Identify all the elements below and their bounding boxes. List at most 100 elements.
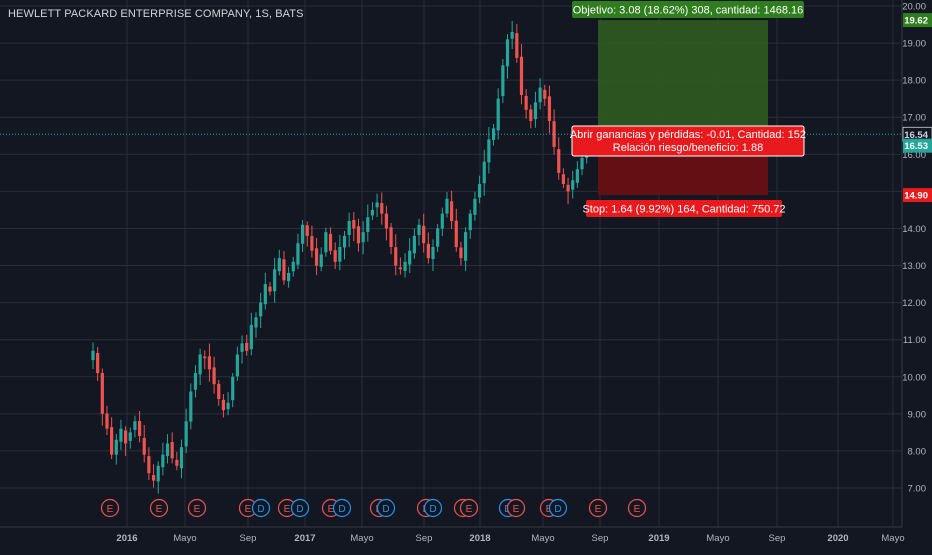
x-tick-label: Mayo xyxy=(706,533,729,544)
earnings-marker[interactable] xyxy=(187,498,207,518)
candle-body xyxy=(361,232,365,243)
candle-body xyxy=(319,254,323,267)
candle-body xyxy=(477,183,482,198)
candle-body xyxy=(240,343,244,352)
candle-body xyxy=(422,225,426,244)
dividend-marker[interactable] xyxy=(548,498,568,518)
profit-zone[interactable] xyxy=(598,20,768,135)
candle-body xyxy=(366,217,370,232)
candle-body xyxy=(287,272,291,282)
y-tick-label: 9.00 xyxy=(908,409,927,420)
y-tick-label: 8.00 xyxy=(908,446,927,457)
event-marker-label: D xyxy=(382,504,389,515)
candle-body xyxy=(482,161,486,184)
candle-body xyxy=(165,443,170,457)
price-label: 16.53 xyxy=(904,141,928,152)
candle-body xyxy=(193,373,198,390)
candle-body xyxy=(431,247,435,259)
candle-body xyxy=(496,98,500,131)
candle-body xyxy=(547,96,552,121)
candle-body xyxy=(436,228,440,247)
chart-title: HEWLETT PACKARD ENTERPRISE COMPANY, 1S, … xyxy=(8,8,304,20)
dividend-marker[interactable] xyxy=(332,498,352,518)
candle-body xyxy=(175,459,179,466)
candle-body xyxy=(184,421,188,447)
event-marker-label: E xyxy=(245,504,252,515)
price-label: 16.54 xyxy=(904,130,928,141)
earnings-marker[interactable] xyxy=(149,498,169,518)
candle-body xyxy=(575,169,579,183)
candle-body xyxy=(561,174,565,184)
candle-body xyxy=(277,258,281,272)
candle-body xyxy=(501,65,505,97)
y-tick-label: 16.00 xyxy=(902,150,926,161)
candle-body xyxy=(356,226,361,244)
candle-body xyxy=(273,269,277,292)
candle-body xyxy=(324,232,328,253)
objective-label-box[interactable] xyxy=(572,1,804,18)
candle-body xyxy=(147,456,151,474)
candle-body xyxy=(394,247,398,266)
y-tick-label: 10.00 xyxy=(902,372,926,383)
candle-body xyxy=(524,95,528,110)
event-marker-label: E xyxy=(595,504,602,515)
candle-body xyxy=(450,201,454,222)
candle-body xyxy=(566,184,570,192)
candle-body xyxy=(268,286,272,292)
x-tick-label: Mayo xyxy=(531,533,554,544)
dividend-marker[interactable] xyxy=(376,498,396,518)
candle-body xyxy=(226,402,230,410)
candle-body xyxy=(291,261,295,272)
event-marker-label: E xyxy=(107,504,114,515)
event-marker-label: D xyxy=(429,504,436,515)
candle-body xyxy=(459,247,463,259)
earnings-marker[interactable] xyxy=(627,498,647,518)
candle-body xyxy=(249,324,253,350)
candle-body xyxy=(137,420,142,437)
dividend-marker[interactable] xyxy=(423,498,443,518)
candle-body xyxy=(189,391,193,422)
event-marker-label: E xyxy=(156,504,163,515)
candle-body xyxy=(384,213,389,229)
dividend-marker[interactable] xyxy=(290,498,310,518)
candle-body xyxy=(91,350,95,361)
candle-body xyxy=(156,465,160,482)
x-tick-label: 2018 xyxy=(469,533,490,544)
event-marker-label: E xyxy=(513,504,520,515)
candle-body xyxy=(487,139,491,163)
candle-body xyxy=(557,149,561,173)
price-label: 19.62 xyxy=(904,16,928,27)
x-tick-label: Mayo xyxy=(881,533,904,544)
candle-body xyxy=(389,227,393,247)
candle-body xyxy=(412,235,416,254)
event-marker-label: E xyxy=(194,504,201,515)
dividend-marker[interactable] xyxy=(251,498,271,518)
candle-body xyxy=(259,302,263,317)
candle-body xyxy=(170,442,174,459)
candle-body xyxy=(398,267,402,270)
risk-reward-label: Relación riesgo/beneficio: 1.88 xyxy=(613,142,763,154)
earnings-marker[interactable] xyxy=(459,498,479,518)
earnings-marker[interactable] xyxy=(506,498,526,518)
earnings-marker[interactable] xyxy=(588,498,608,518)
candle-body xyxy=(519,56,524,95)
earnings-marker[interactable] xyxy=(100,498,120,518)
candle-body xyxy=(352,220,356,229)
candle-body xyxy=(212,367,216,385)
candle-body xyxy=(161,454,165,468)
candle-body xyxy=(198,354,202,375)
objective-label: Objetivo: 3.08 (18.62%) 308, cantidad: 1… xyxy=(573,5,804,17)
candle-body xyxy=(328,233,333,251)
candle-body xyxy=(463,232,468,261)
candle-body xyxy=(142,437,146,455)
y-tick-label: 17.00 xyxy=(902,113,926,124)
candle-body xyxy=(310,236,314,251)
candle-body xyxy=(454,220,458,247)
x-tick-label: Mayo xyxy=(173,533,196,544)
event-marker-label: D xyxy=(296,504,303,515)
open-pnl-label-box[interactable] xyxy=(571,125,805,157)
y-tick-label: 7.00 xyxy=(908,484,927,495)
stop-label-box[interactable] xyxy=(586,200,782,217)
